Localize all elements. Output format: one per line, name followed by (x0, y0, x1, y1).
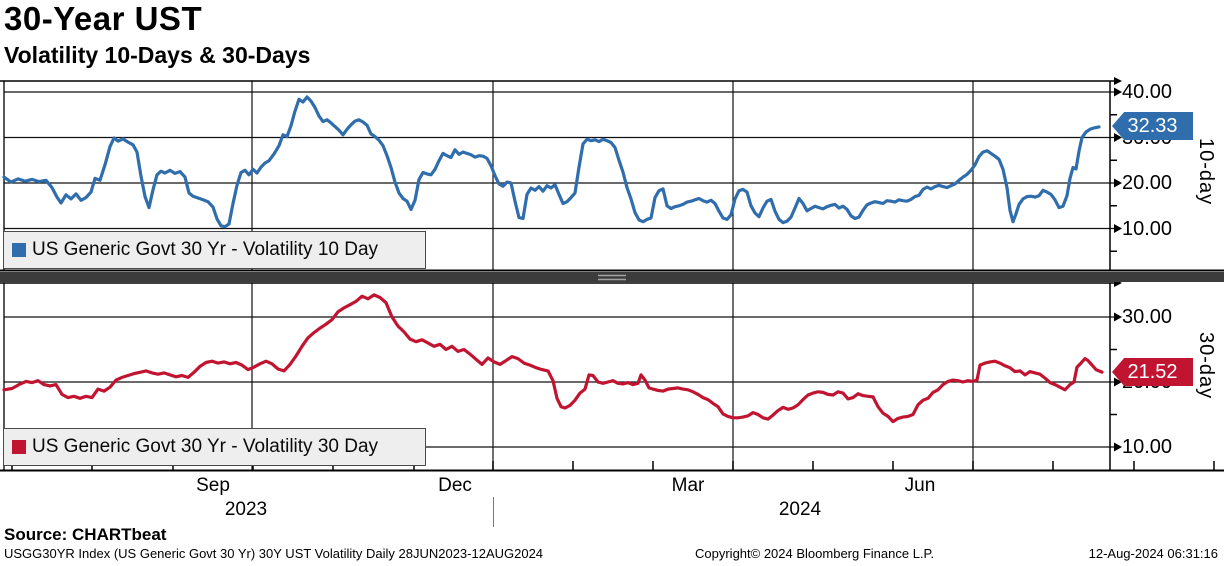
x-year-label: 2023 (224, 499, 268, 520)
x-month-label: Jun (904, 475, 936, 496)
series-line-vol10 (2, 95, 1101, 229)
axis-arrow-icon (1114, 377, 1122, 387)
timestamp: 12-Aug-2024 06:31:16 (1088, 546, 1218, 561)
x-month-label: Sep (196, 475, 230, 496)
axis-arrow-icon (1114, 87, 1122, 97)
last-value-badge-30day: 21.52 (1112, 358, 1193, 386)
page-subtitle: Volatility 10-Days & 30-Days (4, 42, 311, 68)
x-month-label: Mar (671, 475, 705, 496)
axis-title-10day: 10-day (1195, 138, 1217, 206)
legend-swatch-blue-icon (12, 243, 26, 257)
panel-divider-bar[interactable] (0, 272, 1224, 282)
legend-volatility-10day: US Generic Govt 30 Yr - Volatility 10 Da… (3, 231, 426, 269)
axis-title-30day: 30-day (1195, 332, 1217, 400)
y-tick-label: 30.00 (1122, 306, 1173, 328)
page-title: 30-Year UST (4, 0, 203, 37)
year-separator-line (493, 497, 494, 527)
last-value-badge-10day: 32.33 (1112, 112, 1193, 140)
axis-arrow-icon (1114, 224, 1122, 233)
axis-arrow-icon (1114, 77, 1122, 85)
y-tick-label: 10.00 (1122, 436, 1173, 458)
y-tick-label: 20.00 (1122, 172, 1173, 194)
legend-swatch-red-icon (12, 440, 26, 454)
legend-label: US Generic Govt 30 Yr - Volatility 30 Da… (32, 436, 379, 457)
axis-arrow-icon (1114, 312, 1122, 322)
x-year-label: 2024 (778, 499, 822, 520)
axis-arrow-icon (1114, 442, 1122, 452)
x-month-label: Dec (438, 475, 472, 496)
legend-label: US Generic Govt 30 Yr - Volatility 10 Da… (32, 239, 379, 260)
axis-arrow-icon (1114, 178, 1122, 188)
y-tick-label: 10.00 (1122, 217, 1173, 240)
axis-arrow-icon (1114, 133, 1122, 142)
copyright-notice: Copyright© 2024 Bloomberg Finance L.P. (695, 546, 935, 561)
instrument-description: USGG30YR Index (US Generic Govt 30 Yr) 3… (4, 546, 544, 561)
y-tick-label: 40.00 (1122, 81, 1173, 103)
series-line-vol30 (2, 293, 1104, 424)
legend-volatility-30day: US Generic Govt 30 Yr - Volatility 30 Da… (3, 428, 426, 466)
source-label: Source: CHARTbeat (4, 525, 167, 544)
